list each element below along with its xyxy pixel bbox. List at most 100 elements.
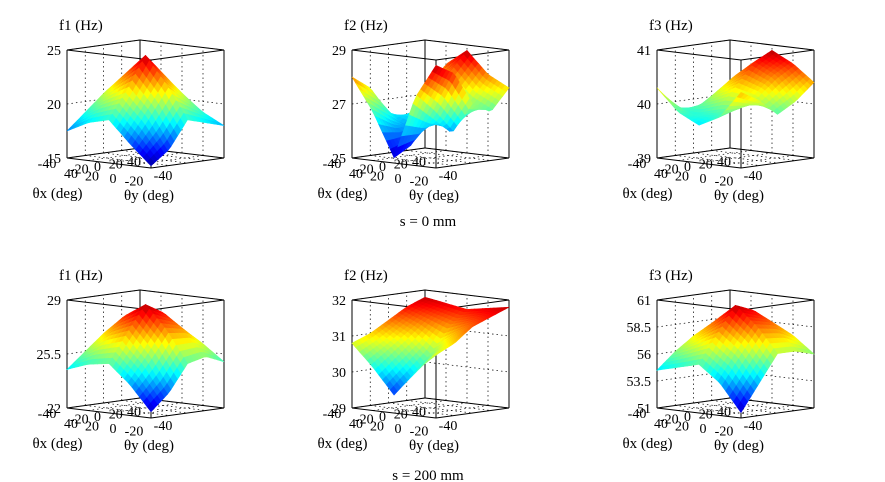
- z-tick-label: 56: [637, 348, 651, 363]
- x-tick-label: 0: [684, 410, 691, 425]
- x-tick-label: -40: [323, 157, 342, 172]
- y-tick-label: 40: [349, 167, 363, 182]
- x-tick-label: 0: [94, 160, 101, 175]
- x-tick-label: -40: [38, 407, 57, 422]
- box-edge: [66, 289, 141, 301]
- z-tick-label: 25: [47, 44, 61, 59]
- x-tick-label: 20: [394, 158, 408, 173]
- y-tick-label: 20: [85, 170, 99, 185]
- box-edge: [66, 147, 141, 159]
- y-tick-label: -40: [744, 169, 763, 184]
- grid-line: [711, 150, 796, 161]
- box-edge: [435, 407, 510, 419]
- box-edge: [424, 289, 510, 301]
- y-tick-label: 40: [654, 167, 668, 182]
- surface-mesh: [656, 50, 815, 126]
- y-axis-label: θy (deg): [409, 438, 459, 454]
- y-axis-label: θy (deg): [714, 438, 764, 454]
- grid-line: [406, 400, 491, 411]
- y-tick-label: 0: [700, 422, 707, 437]
- box-edge: [656, 49, 742, 61]
- surface-mesh: [351, 49, 510, 159]
- grid-line: [129, 155, 204, 166]
- grid-line: [87, 150, 162, 161]
- z-tick-label: 25: [332, 152, 346, 167]
- x-tick-label: -40: [628, 157, 647, 172]
- y-tick-label: 40: [64, 417, 78, 432]
- y-axis-label: θy (deg): [714, 188, 764, 204]
- box-edge: [656, 407, 742, 419]
- grid-line: [677, 400, 752, 411]
- y-tick-label: -40: [439, 419, 458, 434]
- x-tick-label: 0: [379, 160, 386, 175]
- z-axis-label: f2 (Hz): [344, 268, 388, 284]
- box-edge: [656, 39, 731, 51]
- box-edge: [150, 49, 225, 61]
- x-tick-label: 40: [717, 155, 731, 170]
- z-axis-label: f1 (Hz): [59, 268, 103, 284]
- box-edge: [656, 397, 731, 409]
- y-tick-label: 0: [110, 422, 117, 437]
- z-tick-label: 40: [637, 98, 651, 113]
- box-edge: [351, 157, 437, 169]
- box-edge: [351, 39, 426, 51]
- caption-bottom-row: s = 200 mm: [392, 468, 464, 482]
- y-tick-label: 40: [64, 167, 78, 182]
- y-axis-label: θy (deg): [124, 188, 174, 204]
- box-edge: [424, 147, 510, 159]
- z-tick-label: 22: [47, 402, 61, 417]
- z-tick-label: 53.5: [627, 375, 652, 390]
- surface-patch: [146, 402, 155, 413]
- grid-line: [698, 402, 773, 414]
- grid-line: [406, 150, 491, 161]
- z-tick-label: 15: [47, 152, 61, 167]
- z-tick-label: 32: [332, 294, 346, 309]
- x-tick-label: -20: [355, 163, 374, 178]
- grid-line: [103, 402, 188, 414]
- x-axis-label: θx (deg): [622, 186, 672, 202]
- grid-line: [693, 402, 778, 414]
- surface-mesh: [656, 304, 815, 414]
- x-axis-label: θx (deg): [32, 186, 82, 202]
- y-tick-label: -20: [715, 175, 734, 190]
- box-edge: [66, 407, 152, 419]
- y-axis-label: θy (deg): [124, 438, 174, 454]
- x-tick-label: 20: [394, 408, 408, 423]
- x-tick-label: -20: [355, 413, 374, 428]
- x-tick-label: 20: [699, 408, 713, 423]
- surface-patch: [736, 401, 745, 414]
- grid-line: [103, 152, 188, 164]
- box-edge: [729, 39, 815, 51]
- box-edge: [66, 299, 152, 311]
- y-tick-label: 0: [395, 172, 402, 187]
- x-axis-label: θx (deg): [317, 186, 367, 202]
- box-edge: [351, 397, 426, 409]
- x-tick-label: 40: [412, 405, 426, 420]
- grid-line: [388, 402, 473, 414]
- box-edge: [729, 289, 815, 301]
- grid-line: [393, 402, 468, 414]
- z-tick-label: 51: [637, 402, 651, 417]
- x-tick-label: 40: [127, 405, 141, 420]
- surface-mesh: [66, 303, 225, 413]
- y-tick-label: -40: [154, 169, 173, 184]
- x-tick-label: 20: [699, 158, 713, 173]
- y-tick-label: -20: [410, 175, 429, 190]
- x-tick-label: 0: [94, 410, 101, 425]
- z-tick-label: 39: [637, 152, 651, 167]
- box-edge: [424, 397, 510, 409]
- box-edge: [656, 147, 731, 159]
- z-tick-label: 29: [332, 44, 346, 59]
- grid-line: [129, 405, 204, 416]
- box-edge: [150, 407, 225, 419]
- grid-line: [424, 361, 510, 373]
- grid-line: [372, 400, 447, 411]
- z-axis-label: f2 (Hz): [344, 18, 388, 34]
- y-tick-label: 20: [85, 420, 99, 435]
- box-edge: [740, 299, 815, 311]
- grid-line: [414, 405, 489, 416]
